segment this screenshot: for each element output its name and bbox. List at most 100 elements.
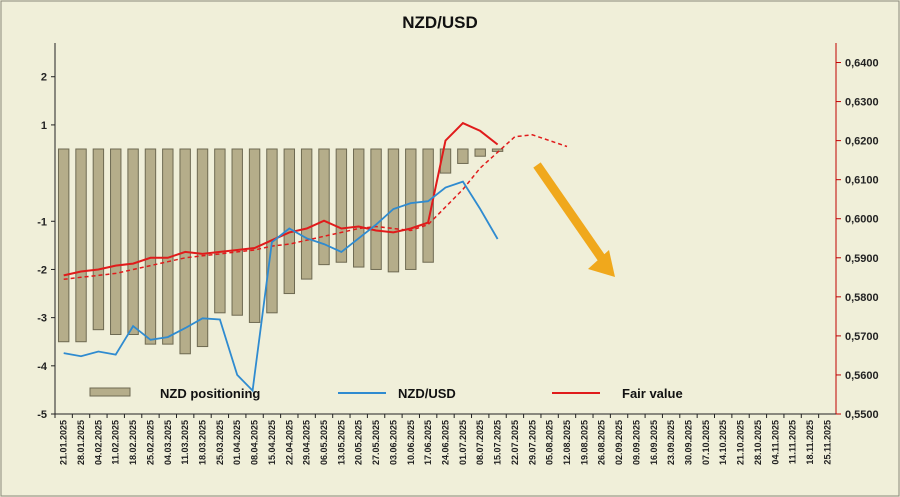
x-tick-label: 24.06.2025 bbox=[441, 420, 451, 465]
left-tick-label: -4 bbox=[37, 361, 48, 373]
right-tick-label: 0,6000 bbox=[845, 214, 879, 226]
right-tick-label: 0,5500 bbox=[845, 409, 879, 421]
arrow-head bbox=[588, 250, 615, 277]
bar-nzd-positioning bbox=[92, 148, 105, 331]
x-tick-label: 01.07.2025 bbox=[458, 420, 468, 465]
left-tick-label: 1 bbox=[41, 120, 47, 132]
x-tick-label: 01.04.2025 bbox=[232, 420, 242, 465]
x-tick-label: 07.10.2025 bbox=[701, 420, 711, 465]
x-tick-label: 14.10.2025 bbox=[718, 420, 728, 465]
x-tick-label: 20.05.2025 bbox=[354, 420, 364, 465]
x-tick-label: 29.04.2025 bbox=[302, 420, 312, 465]
x-tick-label: 29.07.2025 bbox=[527, 420, 537, 465]
x-tick-label: 11.11.2025 bbox=[788, 420, 798, 464]
left-tick-label: -1 bbox=[37, 216, 47, 228]
bar-nzd-positioning bbox=[387, 148, 400, 273]
x-tick-label: 18.02.2025 bbox=[128, 420, 138, 465]
x-tick-label: 19.08.2025 bbox=[579, 420, 589, 465]
bar-nzd-positioning bbox=[75, 148, 87, 343]
x-tick-label: 11.03.2025 bbox=[180, 420, 190, 465]
x-tick-label: 28.01.2025 bbox=[76, 420, 86, 465]
x-tick-label: 02.09.2025 bbox=[614, 420, 624, 465]
x-tick-label: 06.05.2025 bbox=[319, 420, 329, 465]
bar-nzd-positioning bbox=[214, 148, 226, 314]
x-tick-label: 08.04.2025 bbox=[250, 420, 260, 465]
plot-area: 2 1 -1 -2 -3 -4 -5 0,6400 0,6300 0,6200 0,6100 0,60… bbox=[37, 43, 879, 465]
bar-nzd-positioning bbox=[127, 148, 139, 335]
x-tick-label: 08.07.2025 bbox=[475, 420, 485, 465]
bar-nzd-positioning bbox=[283, 148, 296, 295]
x-tick-label: 28.10.2025 bbox=[753, 420, 763, 465]
chart-title: NZD/USD bbox=[402, 13, 478, 32]
x-tick-label: 22.04.2025 bbox=[284, 420, 294, 465]
x-tick-label: 25.02.2025 bbox=[145, 420, 155, 465]
bar-nzd-positioning bbox=[353, 148, 365, 268]
right-tick-label: 0,5700 bbox=[845, 331, 879, 343]
x-tick-label: 13.05.2025 bbox=[336, 420, 346, 465]
legend-label-fair-value: Fair value bbox=[622, 386, 683, 401]
bar-nzd-positioning bbox=[57, 148, 70, 343]
left-tick-label: -5 bbox=[37, 409, 47, 421]
right-tick-label: 0,5800 bbox=[845, 292, 879, 304]
x-tick-label: 12.08.2025 bbox=[562, 420, 572, 465]
x-tick-label: 18.03.2025 bbox=[198, 420, 208, 465]
x-tick-label: 30.09.2025 bbox=[683, 420, 693, 465]
legend: NZD positioning NZD/USD Fair value bbox=[89, 386, 683, 401]
x-tick-label: 04.02.2025 bbox=[93, 420, 103, 465]
left-tick-label: -2 bbox=[37, 264, 47, 276]
x-tick-label: 11.02.2025 bbox=[111, 420, 121, 465]
x-tick-label: 15.04.2025 bbox=[267, 420, 277, 465]
legend-label-positioning: NZD positioning bbox=[160, 386, 260, 401]
x-tick-label: 26.08.2025 bbox=[597, 420, 607, 465]
x-tick-label: 05.08.2025 bbox=[545, 420, 555, 465]
bar-nzd-positioning bbox=[162, 148, 174, 345]
right-tick-label: 0,6100 bbox=[845, 175, 879, 187]
bar-nzd-positioning bbox=[318, 148, 330, 266]
left-tick-label: 2 bbox=[41, 72, 47, 84]
bar-nzd-positioning bbox=[248, 148, 261, 323]
arrow-shaft bbox=[533, 162, 609, 266]
bar-nzd-positioning bbox=[300, 148, 313, 280]
x-tick-label: 25.11.2025 bbox=[822, 420, 832, 465]
bar-nzd-positioning bbox=[266, 148, 278, 314]
x-tick-label: 17.06.2025 bbox=[423, 420, 433, 465]
left-tick-label: -3 bbox=[37, 313, 47, 325]
bar-nzd-positioning bbox=[405, 148, 417, 270]
x-tick-label: 09.09.2025 bbox=[631, 420, 641, 465]
legend-swatch-positioning bbox=[89, 387, 131, 397]
legend-label-nzdusd: NZD/USD bbox=[398, 386, 456, 401]
x-tick-label: 25.03.2025 bbox=[215, 420, 225, 465]
bar-nzd-positioning bbox=[474, 148, 486, 157]
fair-value-forecast-line bbox=[63, 134, 568, 281]
right-tick-label: 0,6200 bbox=[845, 136, 879, 148]
x-tick-label: 27.05.2025 bbox=[371, 420, 381, 465]
bar-nzd-positioning bbox=[370, 148, 382, 270]
right-tick-label: 0,5600 bbox=[845, 370, 879, 382]
bar-nzd-positioning bbox=[422, 148, 434, 263]
x-tick-label: 16.09.2025 bbox=[649, 420, 659, 465]
x-tick-label: 04.03.2025 bbox=[163, 420, 173, 465]
bar-nzd-positioning bbox=[144, 148, 157, 345]
x-tick-label: 03.06.2025 bbox=[388, 420, 398, 465]
right-tick-label: 0,6400 bbox=[845, 58, 879, 70]
x-tick-label: 18.11.2025 bbox=[805, 420, 815, 465]
bar-nzd-positioning bbox=[110, 148, 122, 335]
nzdusd-line bbox=[63, 180, 499, 393]
x-tick-label: 21.10.2025 bbox=[736, 420, 746, 465]
x-tick-label: 15.07.2025 bbox=[493, 420, 503, 465]
bar-nzd-positioning bbox=[231, 148, 243, 316]
bar-nzd-positioning bbox=[457, 148, 469, 164]
bar-nzd-positioning bbox=[491, 148, 504, 152]
x-tick-label: 22.07.2025 bbox=[510, 420, 520, 465]
bar-nzd-positioning bbox=[196, 148, 209, 348]
x-tick-label: 04.11.2025 bbox=[770, 420, 780, 465]
right-tick-label: 0,5900 bbox=[845, 253, 879, 265]
right-tick-label: 0,6300 bbox=[845, 97, 879, 109]
x-tick-label: 23.09.2025 bbox=[666, 420, 676, 465]
x-tick-label: 10.06.2025 bbox=[406, 420, 416, 465]
bar-nzd-positioning bbox=[335, 148, 348, 263]
x-tick-label: 21.01.2025 bbox=[59, 420, 69, 465]
